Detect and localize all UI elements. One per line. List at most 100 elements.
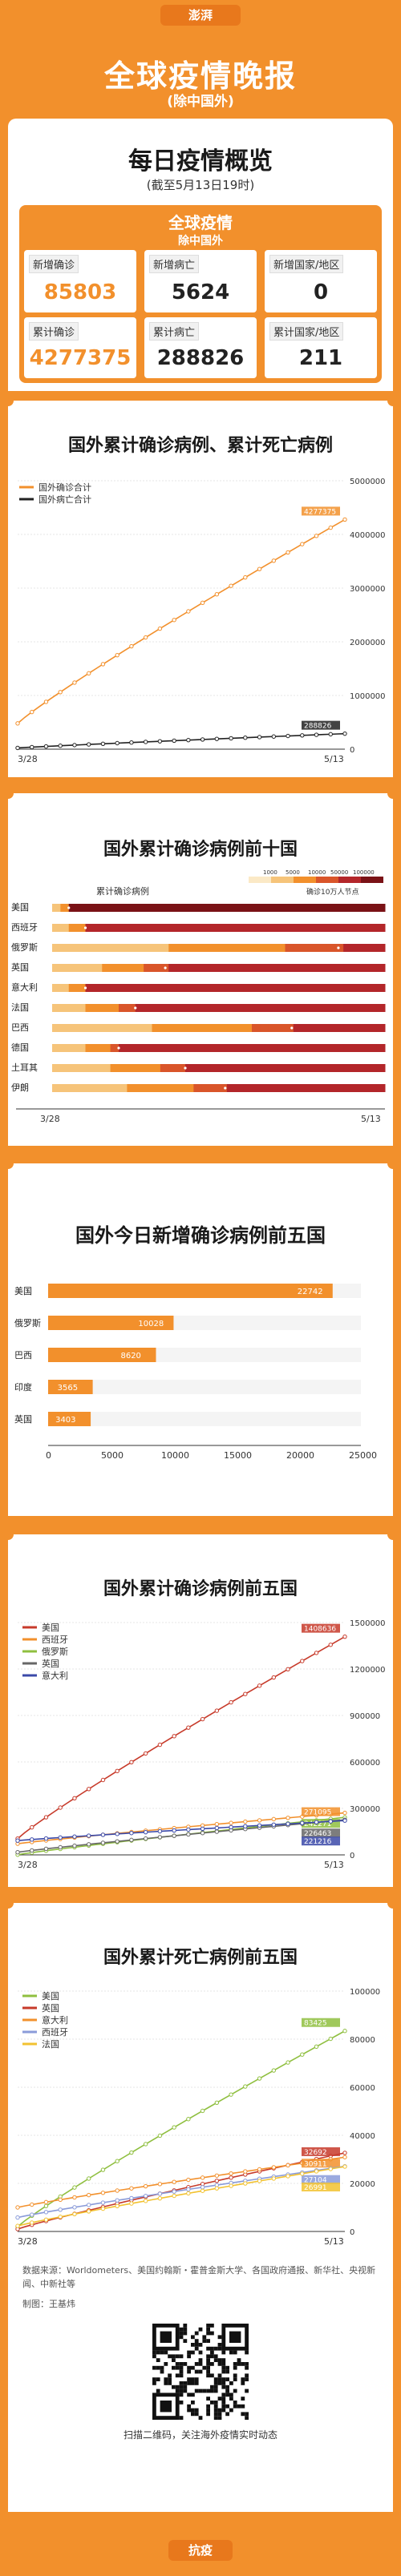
x-tick-label: 5/13 bbox=[361, 1114, 381, 1124]
y-tick-label: 1000000 bbox=[350, 692, 386, 701]
heat-cell bbox=[185, 1044, 194, 1052]
heat-cell bbox=[193, 1044, 203, 1052]
heat-cell bbox=[68, 944, 78, 952]
qr-module bbox=[241, 2377, 245, 2381]
heat-cell bbox=[218, 904, 228, 912]
heat-cell bbox=[102, 984, 111, 992]
data-point bbox=[286, 2174, 290, 2179]
heat-cell bbox=[176, 984, 186, 992]
legend-title: 累计确诊病例 bbox=[96, 885, 149, 897]
data-point bbox=[257, 1818, 262, 1823]
data-point bbox=[15, 721, 20, 726]
data-point bbox=[186, 2191, 191, 2196]
data-point bbox=[43, 699, 49, 704]
qr-module bbox=[217, 2381, 222, 2385]
heat-cell bbox=[235, 1024, 245, 1032]
heat-cell bbox=[193, 1064, 203, 1072]
data-point bbox=[43, 1815, 49, 1820]
heat-cell bbox=[343, 904, 352, 912]
heat-cell bbox=[127, 924, 136, 932]
heat-cell bbox=[368, 1064, 378, 1072]
heat-cell bbox=[285, 1004, 294, 1012]
qr-code[interactable] bbox=[152, 2324, 249, 2420]
heat-cell bbox=[310, 924, 319, 932]
value-label: 226463 bbox=[304, 1830, 331, 1838]
heat-cell bbox=[52, 944, 61, 952]
heat-cell bbox=[277, 984, 286, 992]
data-point bbox=[214, 1825, 220, 1831]
qr-module bbox=[152, 2381, 156, 2385]
page-title: 全球疫情晚报 bbox=[103, 58, 297, 94]
heat-cell bbox=[85, 1024, 95, 1032]
qr-module bbox=[225, 2389, 229, 2393]
heat-cell bbox=[285, 984, 294, 992]
heat-cell bbox=[302, 1064, 311, 1072]
heat-cell bbox=[168, 964, 178, 972]
data-point bbox=[86, 671, 91, 676]
qr-module bbox=[156, 2365, 160, 2370]
data-point bbox=[30, 1824, 34, 1830]
data-point bbox=[243, 574, 248, 580]
qr-module bbox=[187, 2393, 191, 2397]
heat-cell bbox=[176, 924, 186, 932]
data-point bbox=[100, 741, 106, 746]
qr-module bbox=[191, 2343, 195, 2347]
data-point bbox=[30, 2212, 34, 2217]
x-tick-label: 3/28 bbox=[18, 1860, 38, 1870]
qr-module bbox=[241, 2404, 245, 2409]
qr-module bbox=[229, 2397, 233, 2401]
qr-module bbox=[179, 2381, 184, 2385]
data-point bbox=[129, 740, 134, 745]
heat-cell bbox=[351, 924, 361, 932]
heat-cell bbox=[293, 904, 302, 912]
data-point bbox=[314, 1820, 319, 1824]
data-point bbox=[72, 1796, 77, 1800]
data-point bbox=[342, 2155, 347, 2159]
logo-badge: 澎湃 bbox=[160, 5, 241, 26]
overview-panel: 全球疫情 除中国外 新增确诊 85803 新增病亡 5624 新增国家/地区 0… bbox=[19, 205, 382, 383]
data-point bbox=[157, 2191, 163, 2196]
data-point bbox=[328, 2167, 333, 2171]
heat-cell bbox=[260, 1024, 269, 1032]
qr-module bbox=[152, 2350, 156, 2355]
heat-cell bbox=[135, 924, 144, 932]
heat-cell bbox=[85, 924, 95, 932]
data-point bbox=[172, 2193, 176, 2199]
data-point bbox=[30, 2202, 34, 2207]
heat-cell bbox=[210, 984, 219, 992]
data-point bbox=[43, 1836, 49, 1841]
heat-cell bbox=[285, 924, 294, 932]
qr-module bbox=[213, 2354, 218, 2359]
heat-cell bbox=[334, 984, 344, 992]
heat-cell bbox=[243, 1064, 253, 1072]
data-point bbox=[115, 2188, 119, 2193]
heat-cell bbox=[119, 944, 128, 952]
data-point bbox=[271, 734, 277, 739]
heat-cell bbox=[334, 904, 344, 912]
chart-card-confirmed-top5: 国外累计确诊病例前五国 0 300000 600000 900000 1200000 15… bbox=[2, 1529, 399, 1887]
heat-cell bbox=[119, 924, 128, 932]
heat-cell bbox=[144, 904, 152, 912]
heat-cell bbox=[77, 1044, 86, 1052]
data-point bbox=[172, 2189, 176, 2194]
qr-module bbox=[245, 2389, 249, 2393]
qr-module bbox=[179, 2335, 184, 2340]
qr-module bbox=[206, 2408, 210, 2413]
heat-cell bbox=[368, 944, 378, 952]
heat-cell bbox=[160, 944, 169, 952]
qr-module bbox=[206, 2339, 210, 2343]
heat-cell bbox=[201, 1004, 211, 1012]
heat-cell bbox=[93, 1004, 103, 1012]
legend-label: 意大利 bbox=[42, 1670, 68, 1681]
series-line bbox=[17, 2166, 346, 2227]
data-point bbox=[257, 2167, 262, 2172]
data-point bbox=[243, 2169, 248, 2174]
legend-label: 意大利 bbox=[42, 2014, 68, 2026]
heat-cell bbox=[185, 1084, 194, 1092]
data-point bbox=[328, 1643, 333, 1647]
milestone-marker bbox=[117, 1046, 120, 1050]
series-line bbox=[17, 1819, 346, 1853]
heat-cell bbox=[60, 1004, 70, 1012]
qr-module bbox=[202, 2389, 207, 2393]
heat-cell bbox=[60, 904, 70, 912]
